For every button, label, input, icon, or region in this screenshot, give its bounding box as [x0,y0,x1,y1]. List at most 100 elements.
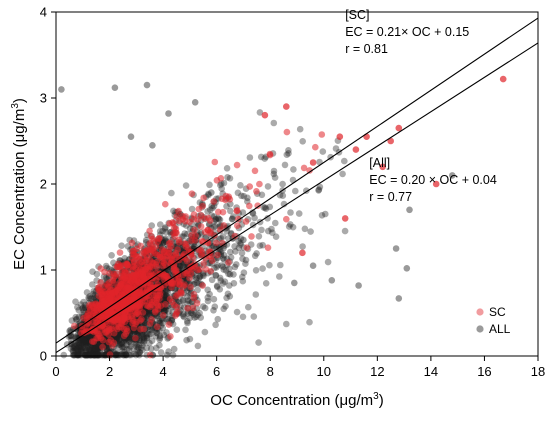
point-all [77,343,85,351]
point-sc [98,313,105,321]
point-all [81,341,88,349]
point-all [179,296,187,304]
point-all [75,339,82,347]
point-all [318,212,326,219]
point-all [291,279,298,287]
point-all [119,344,126,351]
point-all [79,304,87,312]
point-all [168,189,175,197]
point-all [237,182,244,189]
point-all [87,346,94,353]
legend-marker-sc [476,308,484,316]
point-all [210,295,218,303]
point-all [82,351,89,359]
point-all [332,145,340,152]
point-all [395,295,403,302]
point-all [232,248,239,255]
point-all [179,297,187,305]
point-sc [95,330,103,338]
point-all [121,349,128,356]
point-sc [395,124,403,132]
point-all [82,340,90,348]
point-all [72,298,79,306]
point-all [227,248,234,256]
point-sc [233,207,241,214]
point-all [173,326,181,334]
point-sc [248,233,255,240]
point-all [214,214,222,222]
point-all [147,330,154,338]
point-all [133,340,140,348]
point-all [125,338,133,346]
point-sc [309,159,317,166]
point-sc [146,351,154,359]
point-all [449,172,456,179]
point-sc [387,137,395,145]
point-all [256,242,264,249]
point-all [307,228,314,235]
point-all [220,251,228,259]
point-all [272,219,279,227]
legend-marker-all [476,325,484,333]
point-sc [211,158,219,166]
y-tick-label: 1 [40,263,47,278]
point-all [127,334,134,341]
point-sc [231,232,239,240]
point-sc [186,218,193,226]
legend-label-all: ALL [489,322,511,336]
point-sc [146,296,154,304]
point-sc [199,282,206,289]
point-all [94,347,101,354]
point-all [156,341,163,349]
point-all [92,346,99,353]
point-all [208,276,216,284]
point-all [81,336,88,343]
point-all [75,347,82,354]
point-all [118,242,125,249]
point-all [231,263,239,271]
point-all [115,337,123,345]
point-sc [200,260,207,267]
point-sc [132,334,139,342]
point-all [77,347,85,354]
annotation-line: EC = 0.20 × OC + 0.04 [369,173,497,187]
point-all [238,249,246,257]
y-tick-label: 2 [40,177,47,192]
point-all [299,243,306,250]
point-all [239,273,246,281]
point-all [112,351,119,359]
point-sc [179,216,186,223]
point-all [219,233,227,240]
point-all [216,286,224,293]
point-sc [172,292,180,300]
point-all [196,273,204,281]
point-all [315,187,322,194]
point-all [210,307,217,314]
point-all [95,351,103,359]
point-all [235,244,243,252]
point-all [230,271,237,278]
point-all [70,342,78,350]
point-sc [116,249,124,256]
point-sc [99,343,106,351]
point-all [77,340,84,348]
point-all [322,210,329,218]
point-sc [217,175,225,182]
point-all [197,314,204,321]
point-all [219,263,227,271]
point-all [101,351,108,359]
point-all [118,340,126,348]
point-all [77,345,84,353]
annotation-line: EC = 0.21× OC + 0.15 [345,25,469,39]
point-all [83,351,90,359]
point-all [69,347,77,355]
point-all [126,337,133,344]
point-sc [283,215,290,223]
point-all [76,341,83,349]
point-all [200,272,207,280]
point-sc [299,249,306,257]
point-all [179,262,187,270]
point-sc [432,180,440,188]
point-all [188,205,196,213]
